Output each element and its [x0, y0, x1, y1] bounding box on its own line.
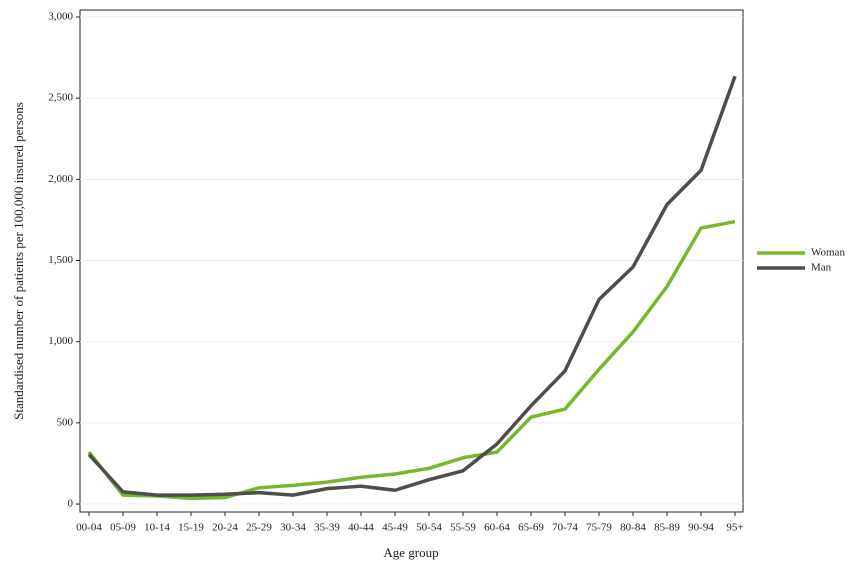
x-tick-label: 60-64	[484, 522, 510, 534]
x-tick-label: 80-84	[620, 522, 646, 534]
y-tick-label: 2,000	[48, 173, 73, 185]
x-tick-label: 90-94	[688, 522, 714, 534]
y-tick-label: 0	[68, 498, 74, 510]
x-tick-label: 85-89	[654, 522, 680, 534]
legend-label: Man	[811, 262, 832, 274]
x-tick-label: 15-19	[178, 522, 204, 534]
x-tick-label: 00-04	[76, 522, 102, 534]
x-tick-label: 55-59	[450, 522, 476, 534]
y-tick-label: 500	[57, 416, 74, 428]
x-axis-title: Age group	[383, 545, 438, 560]
x-tick-label: 40-44	[348, 522, 374, 534]
x-tick-label: 10-14	[144, 522, 170, 534]
x-tick-label: 05-09	[110, 522, 136, 534]
x-tick-label: 30-34	[280, 522, 306, 534]
x-tick-label: 95+	[726, 522, 743, 534]
x-tick-label: 75-79	[586, 522, 612, 534]
x-tick-label: 45-49	[382, 522, 408, 534]
legend-label: Woman	[811, 247, 845, 259]
y-tick-label: 2,500	[48, 92, 73, 104]
y-axis-title: Standardised number of patients per 100,…	[11, 102, 26, 420]
y-tick-label: 1,000	[48, 335, 73, 347]
line-series	[87, 219, 736, 501]
x-tick-label: 25-29	[246, 522, 272, 534]
line-series	[87, 75, 737, 497]
x-tick-label: 50-54	[416, 522, 442, 534]
y-tick-label: 1,500	[48, 254, 73, 266]
x-tick-label: 35-39	[314, 522, 340, 534]
x-tick-label: 65-69	[518, 522, 544, 534]
y-tick-label: 3,000	[48, 11, 73, 23]
x-tick-label: 70-74	[552, 522, 578, 534]
x-tick-label: 20-24	[212, 522, 238, 534]
